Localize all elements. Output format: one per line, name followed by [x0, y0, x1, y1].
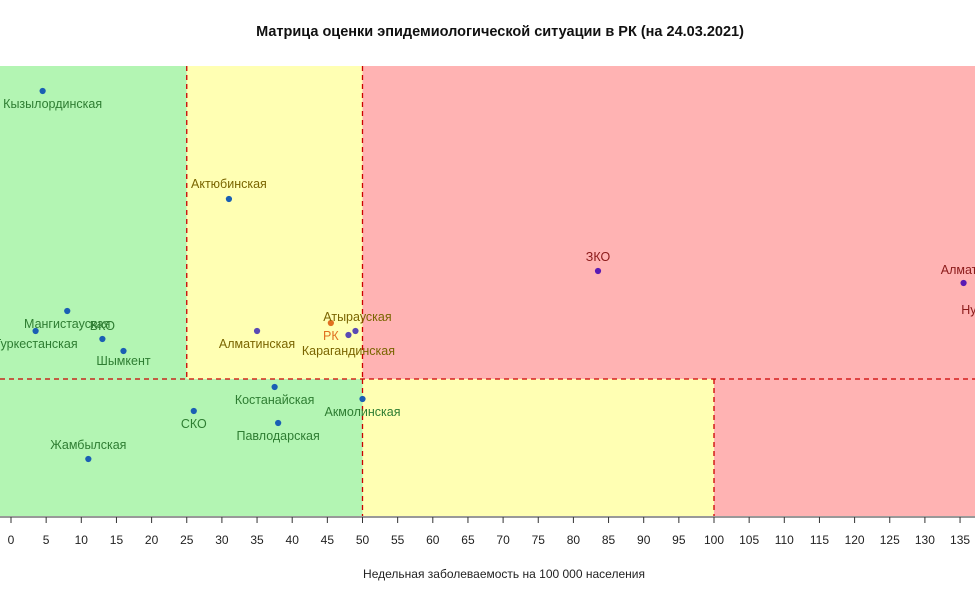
data-point: [960, 279, 967, 287]
point-label: Атырауская: [323, 310, 391, 324]
x-tick-label: 80: [567, 533, 581, 547]
point-label: Нур-Султан: [961, 303, 975, 317]
data-point: [352, 327, 359, 335]
data-point: [327, 319, 334, 327]
x-tick-label: 115: [810, 533, 829, 547]
x-tick-label: 130: [915, 533, 935, 547]
point-label: Алматинская: [219, 337, 295, 351]
point-label: Шымкент: [96, 354, 150, 368]
data-point: [253, 327, 261, 335]
point-label: РК: [323, 329, 339, 343]
data-point: [359, 395, 366, 403]
point-label: Мангистауская: [24, 317, 110, 331]
x-tick-label: 105: [739, 533, 759, 547]
x-axis: 0 5 10 15 20 25 30 35 40 45 50 55 60 65 70 75 80 85 90 95 10…: [0, 516, 975, 547]
x-tick-label: 25: [180, 533, 194, 547]
point-label: Жамбылская: [50, 438, 126, 452]
x-tick-label: 60: [426, 533, 440, 547]
point-label: Алматы: [941, 263, 975, 277]
x-tick-label: 45: [321, 533, 335, 547]
data-point: [190, 407, 197, 415]
x-tick-label: 40: [286, 533, 300, 547]
x-tick-label: 30: [215, 533, 229, 547]
x-tick-label: 10: [75, 533, 89, 547]
x-tick-label: 120: [845, 533, 865, 547]
point-label: Кызылординская: [3, 97, 102, 111]
data-point: [594, 267, 602, 275]
data-point: [275, 419, 282, 427]
x-tick-label: 95: [672, 533, 686, 547]
zones-layer: [0, 66, 975, 516]
chart-title: Матрица оценки эпидемиологической ситуац…: [256, 24, 744, 40]
zone-green-upper: [0, 66, 187, 379]
x-tick-label: 90: [637, 533, 651, 547]
data-point: [64, 307, 71, 315]
data-point: [271, 383, 278, 391]
data-point: [225, 195, 233, 203]
x-tick-label: 135: [950, 533, 970, 547]
x-tick-label: 35: [250, 533, 264, 547]
x-tick-label: 0: [8, 533, 15, 547]
data-point: [39, 87, 46, 95]
point-label: Карагандинская: [302, 344, 395, 358]
x-tick-label: 70: [496, 533, 510, 547]
x-tick-label: 5: [43, 533, 50, 547]
points-layer: [32, 87, 967, 463]
point-label: СКО: [181, 417, 207, 431]
data-point: [32, 327, 39, 335]
zone-yellow-upper: [186, 66, 363, 379]
point-label: Костанайская: [235, 393, 315, 407]
point-label: Акмолинская: [325, 405, 401, 419]
x-tick-label: 15: [110, 533, 124, 547]
point-label: ЗКО: [586, 250, 611, 264]
data-point: [85, 455, 92, 463]
point-label: Павлодарская: [236, 429, 319, 443]
data-point: [345, 331, 352, 339]
point-label: Актюбинская: [191, 177, 267, 191]
x-tick-label: 85: [602, 533, 616, 547]
x-tick-label: 75: [532, 533, 546, 547]
point-label: ВКО: [90, 319, 115, 333]
x-tick-label: 125: [880, 533, 900, 547]
x-tick-label: 50: [356, 533, 370, 547]
zone-green-lower: [0, 379, 363, 516]
zone-red-lower: [714, 379, 975, 516]
x-axis-label: Недельная заболеваемость на 100 000 насе…: [363, 567, 645, 581]
data-point: [120, 347, 127, 355]
zone-red-upper: [362, 66, 975, 379]
x-tick-label: 65: [461, 533, 475, 547]
x-tick-label: 55: [391, 533, 405, 547]
zone-yellow-lower: [362, 379, 714, 516]
x-tick-label: 110: [775, 533, 794, 547]
data-point: [99, 335, 106, 343]
point-label: Туркестанская: [0, 337, 78, 351]
x-tick-label: 20: [145, 533, 159, 547]
point-labels-layer: Кызылординская Актюбинская ЗКО Алматы Нур-Су…: [0, 97, 975, 452]
x-tick-label: 100: [704, 533, 724, 547]
